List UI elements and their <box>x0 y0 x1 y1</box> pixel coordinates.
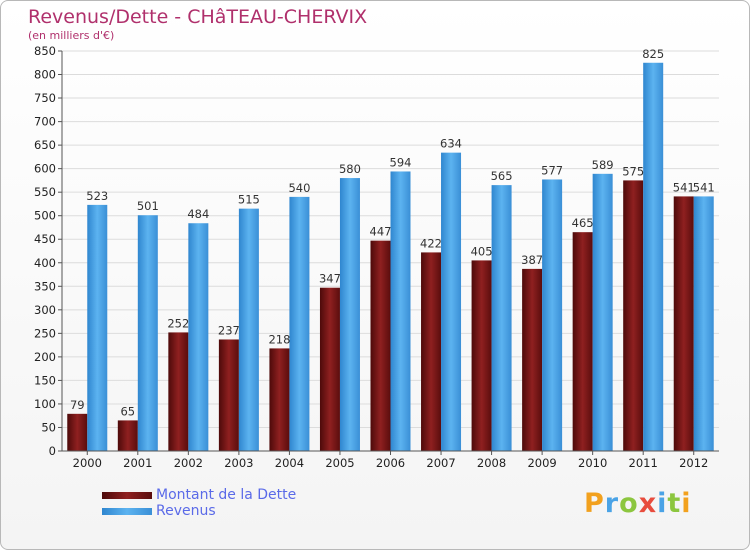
y-tick-label: 450 <box>34 232 56 246</box>
bar-value-label: 237 <box>218 323 240 337</box>
bar-value-label: 580 <box>339 162 361 176</box>
bar-dette <box>471 260 492 451</box>
logo-letter: t <box>667 488 682 519</box>
bar-value-label: 541 <box>693 180 715 194</box>
bar-revenus <box>87 204 108 451</box>
bar-dette <box>522 268 543 451</box>
y-tick-label: 350 <box>34 279 56 293</box>
x-tick-label: 2000 <box>73 456 102 470</box>
x-tick-label: 2009 <box>527 456 556 470</box>
y-tick-label: 800 <box>34 68 56 82</box>
bar-value-label: 523 <box>86 189 108 203</box>
bar-dette <box>117 420 138 451</box>
logo-letter: x <box>638 488 658 519</box>
bar-dette <box>623 180 644 452</box>
y-tick-label: 150 <box>34 373 56 387</box>
y-tick-label: 50 <box>41 420 56 434</box>
y-tick-label: 550 <box>34 185 56 199</box>
bar-dette <box>67 413 88 451</box>
bar-value-label: 540 <box>288 181 310 195</box>
x-tick-label: 2012 <box>679 456 708 470</box>
bar-revenus <box>289 196 310 451</box>
bar-revenus <box>592 173 613 451</box>
y-tick-label: 500 <box>34 209 56 223</box>
x-tick-label: 2002 <box>174 456 203 470</box>
bar-revenus <box>441 152 462 451</box>
x-tick-label: 2008 <box>477 456 506 470</box>
chart-unit-subtitle: (en milliers d'€) <box>28 29 115 42</box>
bar-value-label: 825 <box>642 47 664 61</box>
x-tick-label: 2004 <box>275 456 304 470</box>
y-tick-label: 850 <box>34 44 56 58</box>
x-tick-label: 2011 <box>629 456 658 470</box>
bar-value-label: 515 <box>238 193 260 207</box>
bar-dette <box>269 348 290 451</box>
bar-value-label: 484 <box>187 207 209 221</box>
bar-value-label: 79 <box>70 398 85 412</box>
legend-label-revenus: Revenus <box>156 503 216 519</box>
y-tick-label: 750 <box>34 91 56 105</box>
x-tick-label: 2005 <box>325 456 354 470</box>
bar-value-label: 565 <box>491 169 513 183</box>
logo-letter: r <box>604 488 620 519</box>
bar-value-label: 252 <box>167 316 189 330</box>
bar-value-label: 589 <box>592 158 614 172</box>
bar-value-label: 405 <box>471 244 493 258</box>
logo-letter: i <box>657 488 668 519</box>
bar-dette <box>319 287 340 451</box>
x-tick-label: 2006 <box>376 456 405 470</box>
bar-value-label: 347 <box>319 272 341 286</box>
bar-revenus <box>137 215 158 451</box>
bar-dette <box>421 252 442 451</box>
logo-letter: o <box>619 488 639 519</box>
bar-value-label: 422 <box>420 236 442 250</box>
chart-title: Revenus/Dette - CHâTEAU-CHERVIX <box>28 6 368 28</box>
bar-value-label: 577 <box>541 163 563 177</box>
x-tick-label: 2007 <box>426 456 455 470</box>
bar-revenus <box>643 62 664 451</box>
y-tick-label: 300 <box>34 303 56 317</box>
bar-value-label: 218 <box>268 332 290 346</box>
bar-revenus <box>693 196 714 451</box>
bar-value-label: 541 <box>673 180 695 194</box>
bar-revenus <box>339 178 360 451</box>
y-tick-label: 650 <box>34 138 56 152</box>
bar-value-label: 501 <box>137 199 159 213</box>
legend-label-dette: Montant de la Dette <box>156 487 297 503</box>
y-tick-label: 250 <box>34 326 56 340</box>
logo-letter: i <box>681 488 692 519</box>
bar-revenus <box>491 185 512 451</box>
bar-revenus <box>542 179 563 451</box>
bar-dette <box>673 196 694 451</box>
bar-value-label: 447 <box>370 225 392 239</box>
bar-revenus <box>188 223 209 451</box>
bar-dette <box>572 232 593 451</box>
bar-value-label: 575 <box>622 164 644 178</box>
proxiti-logo: Proxiti <box>584 488 692 519</box>
legend-swatch-revenus <box>102 508 152 515</box>
bar-value-label: 65 <box>120 404 135 418</box>
bar-revenus <box>238 208 259 451</box>
y-tick-label: 0 <box>49 444 56 458</box>
logo-letter: P <box>584 488 605 519</box>
bar-value-label: 465 <box>572 216 594 230</box>
y-tick-label: 200 <box>34 350 56 364</box>
legend-swatch-dette <box>102 492 152 499</box>
bar-value-label: 594 <box>390 155 412 169</box>
bar-dette <box>218 339 239 451</box>
bar-revenus <box>390 171 411 451</box>
x-tick-label: 2001 <box>123 456 152 470</box>
x-tick-label: 2003 <box>224 456 253 470</box>
bar-dette <box>168 332 189 451</box>
x-tick-label: 2010 <box>578 456 607 470</box>
y-tick-label: 400 <box>34 256 56 270</box>
y-tick-label: 700 <box>34 115 56 129</box>
y-tick-label: 100 <box>34 397 56 411</box>
y-tick-label: 600 <box>34 162 56 176</box>
bar-value-label: 634 <box>440 137 462 151</box>
bar-value-label: 387 <box>521 253 543 267</box>
bar-dette <box>370 240 391 451</box>
